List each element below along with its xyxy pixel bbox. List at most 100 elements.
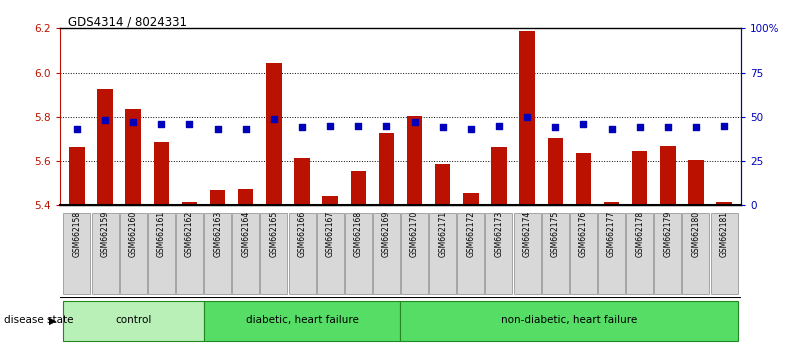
Bar [435,164,450,205]
Text: disease state: disease state [4,315,74,325]
Bar [632,151,647,205]
Point [380,123,392,129]
Text: ▶: ▶ [49,315,56,325]
Text: GSM662181: GSM662181 [719,211,729,257]
Point [521,114,533,120]
Point [634,125,646,130]
Bar [294,158,310,205]
Text: GDS4314 / 8024331: GDS4314 / 8024331 [68,16,187,29]
Text: control: control [115,315,151,325]
Text: GSM662169: GSM662169 [382,211,391,257]
Point [718,123,731,129]
Point [127,119,139,125]
FancyBboxPatch shape [373,213,400,294]
Text: GSM662168: GSM662168 [354,211,363,257]
FancyBboxPatch shape [91,213,119,294]
Text: GSM662167: GSM662167 [326,211,335,257]
FancyBboxPatch shape [148,213,175,294]
Text: GSM662177: GSM662177 [607,211,616,257]
Point [211,126,224,132]
Text: GSM662172: GSM662172 [466,211,475,257]
FancyBboxPatch shape [288,213,316,294]
Text: GSM662163: GSM662163 [213,211,222,257]
FancyBboxPatch shape [654,213,682,294]
Text: GSM662179: GSM662179 [663,211,672,257]
Bar [519,30,535,205]
FancyBboxPatch shape [400,301,738,341]
Text: GSM662180: GSM662180 [691,211,700,257]
FancyBboxPatch shape [682,213,710,294]
Point [70,126,83,132]
Bar [688,160,703,205]
FancyBboxPatch shape [176,213,203,294]
Text: GSM662170: GSM662170 [410,211,419,257]
Bar [660,145,675,205]
Point [352,123,364,129]
Bar [716,202,732,205]
Point [549,125,562,130]
FancyBboxPatch shape [316,213,344,294]
FancyBboxPatch shape [203,301,400,341]
Point [437,125,449,130]
Text: GSM662173: GSM662173 [494,211,504,257]
FancyBboxPatch shape [63,213,91,294]
Text: GSM662174: GSM662174 [522,211,532,257]
FancyBboxPatch shape [344,213,372,294]
Bar [604,202,619,205]
FancyBboxPatch shape [63,301,203,341]
FancyBboxPatch shape [710,213,738,294]
FancyBboxPatch shape [598,213,625,294]
Point [577,121,590,127]
Point [409,119,421,125]
Point [268,116,280,121]
Bar [98,89,113,205]
Point [493,123,505,129]
Text: GSM662161: GSM662161 [157,211,166,257]
FancyBboxPatch shape [485,213,513,294]
Text: GSM662160: GSM662160 [129,211,138,257]
Point [239,126,252,132]
Point [605,126,618,132]
FancyBboxPatch shape [626,213,653,294]
Point [155,121,167,127]
Bar [154,142,169,205]
Text: non-diabetic, heart failure: non-diabetic, heart failure [501,315,638,325]
Text: GSM662176: GSM662176 [579,211,588,257]
Point [662,125,674,130]
Text: GSM662175: GSM662175 [551,211,560,257]
Point [690,125,702,130]
Point [324,123,336,129]
Bar [576,153,591,205]
Text: GSM662171: GSM662171 [438,211,447,257]
Point [99,118,111,123]
Text: diabetic, heart failure: diabetic, heart failure [246,315,359,325]
Bar [126,109,141,205]
Text: GSM662159: GSM662159 [101,211,110,257]
FancyBboxPatch shape [260,213,288,294]
FancyBboxPatch shape [232,213,260,294]
FancyBboxPatch shape [204,213,231,294]
Bar [407,116,422,205]
Point [296,125,308,130]
Point [465,126,477,132]
FancyBboxPatch shape [513,213,541,294]
Bar [323,196,338,205]
Text: GSM662166: GSM662166 [297,211,307,257]
Bar [238,189,253,205]
FancyBboxPatch shape [570,213,597,294]
Bar [210,190,225,205]
Text: GSM662158: GSM662158 [72,211,82,257]
Point [183,121,196,127]
FancyBboxPatch shape [401,213,428,294]
FancyBboxPatch shape [429,213,457,294]
FancyBboxPatch shape [541,213,569,294]
Text: GSM662178: GSM662178 [635,211,644,257]
Bar [69,147,85,205]
Bar [548,138,563,205]
FancyBboxPatch shape [457,213,485,294]
Text: GSM662162: GSM662162 [185,211,194,257]
Bar [182,202,197,205]
FancyBboxPatch shape [119,213,147,294]
Bar [266,63,282,205]
Text: GSM662164: GSM662164 [241,211,250,257]
